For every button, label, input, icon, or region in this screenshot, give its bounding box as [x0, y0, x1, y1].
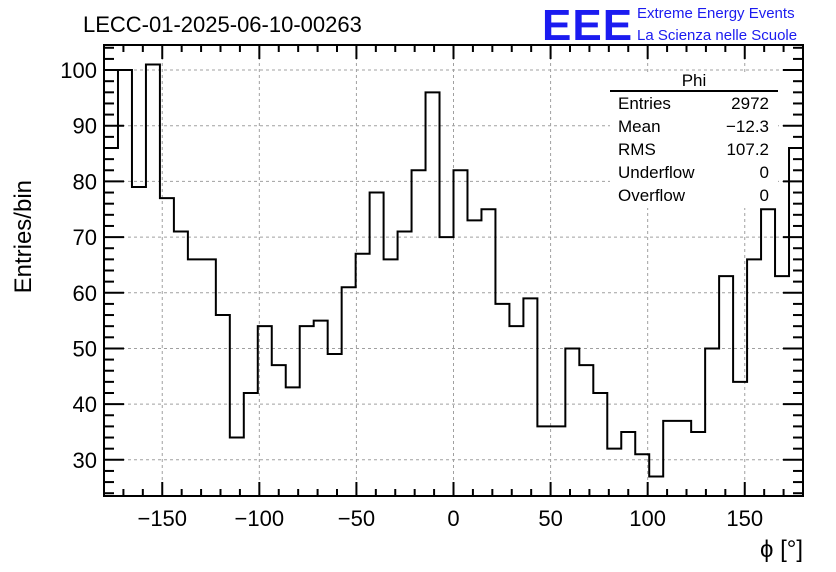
x-tick-label: 150 — [726, 506, 763, 531]
stats-box: Phi Entries 2972 Mean −12.3 RMS 107.2 Un… — [610, 71, 778, 208]
stats-label-entries: Entries — [618, 94, 671, 113]
y-axis-title: Entries/bin — [10, 180, 37, 293]
histogram-bin — [300, 326, 314, 496]
stats-value-mean: −12.3 — [726, 117, 769, 136]
histogram-bin — [412, 170, 426, 496]
stats-value-underflow: 0 — [760, 163, 769, 182]
stats-value-overflow: 0 — [760, 186, 769, 205]
histogram-bin — [705, 348, 719, 496]
y-tick-label: 40 — [73, 392, 97, 417]
histogram-bin — [160, 198, 174, 496]
histogram-bin — [384, 259, 398, 496]
y-tick-label: 60 — [73, 281, 97, 306]
histogram-bin — [691, 432, 705, 496]
histogram-bin — [523, 298, 537, 496]
histogram-bin — [719, 276, 733, 496]
histogram-bin — [579, 365, 593, 496]
histogram-bin — [174, 232, 188, 496]
histogram-bin — [663, 421, 677, 496]
histogram-bin — [551, 426, 565, 496]
histogram-bin — [593, 393, 607, 496]
eee-logo: EEE Extreme Energy Events La Scienza nel… — [542, 1, 797, 50]
stats-box-name: Phi — [682, 71, 707, 90]
histogram-bin — [677, 421, 691, 496]
y-tick-label: 30 — [73, 448, 97, 473]
histogram-series-phi — [104, 63, 803, 478]
stats-label-overflow: Overflow — [618, 186, 686, 205]
histogram-bin — [495, 304, 509, 496]
eee-logo-letters: EEE — [542, 1, 633, 50]
histogram-bin — [258, 326, 272, 496]
x-tick-label: −100 — [235, 506, 285, 531]
histogram-bin — [789, 148, 803, 496]
histogram-bin — [565, 348, 579, 496]
histogram-bin — [733, 382, 747, 496]
histogram-bin — [342, 287, 356, 496]
x-tick-label: −50 — [338, 506, 375, 531]
histogram-bin — [314, 321, 328, 496]
y-tick-label: 50 — [73, 336, 97, 361]
stats-box-background — [610, 74, 778, 208]
histogram-bin — [370, 193, 384, 496]
histogram-bin — [607, 449, 621, 496]
histogram-bin — [426, 92, 440, 496]
histogram-bin — [244, 393, 258, 496]
y-tick-labels: 30 40 50 60 70 80 90 100 — [60, 58, 97, 473]
histogram-bin — [440, 237, 454, 496]
histogram-bin — [272, 365, 286, 496]
histogram-bin — [649, 477, 663, 496]
chart-title: LECC-01-2025-06-10-00263 — [83, 12, 362, 37]
y-tick-label: 70 — [73, 225, 97, 250]
axis-ticks — [103, 45, 804, 496]
eee-logo-line1: Extreme Energy Events — [637, 5, 795, 22]
stats-label-mean: Mean — [618, 117, 661, 136]
histogram-bin — [747, 259, 761, 496]
histogram-bin — [230, 438, 244, 496]
x-tick-label: 0 — [447, 506, 459, 531]
histogram-bin — [467, 220, 481, 496]
histogram-bin — [537, 426, 551, 496]
histogram-bin — [202, 259, 216, 496]
histogram-bin — [118, 70, 132, 496]
stats-value-rms: 107.2 — [726, 140, 769, 159]
histogram-bin — [761, 209, 775, 496]
histogram-bin — [481, 209, 495, 496]
histogram-bin — [216, 315, 230, 496]
histogram-bin — [775, 276, 789, 496]
histogram-bin — [356, 254, 370, 496]
stats-label-rms: RMS — [618, 140, 656, 159]
histogram-bin — [621, 432, 635, 496]
histogram-bin — [104, 148, 118, 496]
histogram-bin — [509, 326, 523, 496]
y-tick-label: 100 — [60, 58, 97, 83]
x-tick-labels: −150 −100 −50 0 50 100 150 — [137, 506, 763, 531]
y-tick-label: 80 — [73, 169, 97, 194]
stats-label-underflow: Underflow — [618, 163, 695, 182]
x-axis-title: ϕ [°] — [760, 536, 803, 563]
histogram-bin — [398, 232, 412, 496]
histogram-bin — [132, 187, 146, 496]
x-tick-label: 100 — [629, 506, 666, 531]
histogram-bin — [188, 259, 202, 496]
histogram-bin — [328, 354, 342, 496]
x-tick-label: 50 — [538, 506, 562, 531]
histogram-bin — [146, 64, 160, 496]
x-tick-label: −150 — [137, 506, 187, 531]
y-tick-label: 90 — [73, 114, 97, 139]
stats-value-entries: 2972 — [731, 94, 769, 113]
eee-logo-line2: La Scienza nelle Scuole — [637, 27, 797, 44]
histogram-bin — [286, 387, 300, 496]
histogram-bin — [454, 170, 468, 496]
